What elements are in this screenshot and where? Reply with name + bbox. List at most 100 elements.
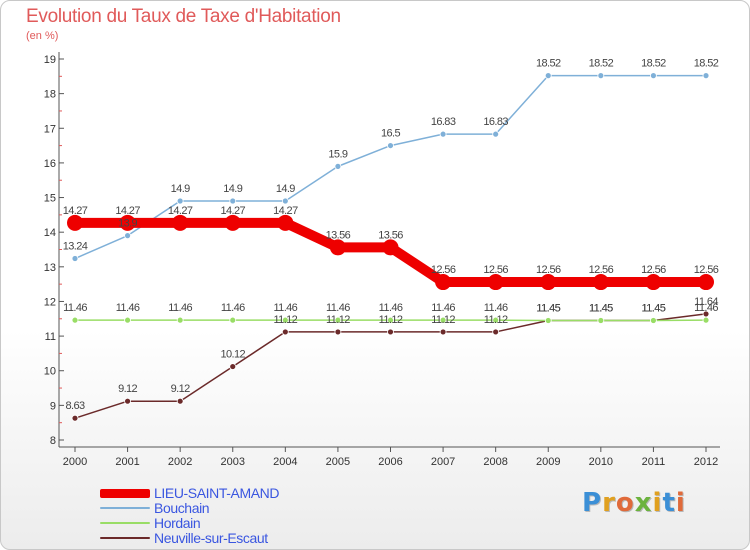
data-label: 14.27	[220, 205, 245, 217]
data-label: 16.83	[483, 116, 508, 128]
data-label: 12.56	[536, 264, 561, 276]
data-label: 9.12	[118, 383, 137, 395]
legend-item: Hordain	[100, 515, 420, 531]
data-label: 16.5	[381, 128, 400, 140]
y-tick-label: 12	[44, 296, 56, 308]
data-point	[172, 214, 189, 231]
x-tick-label: 2011	[642, 456, 666, 468]
data-point	[334, 328, 342, 336]
y-tick-label: 10	[44, 366, 56, 378]
x-tick-label: 2002	[168, 456, 192, 468]
data-label: 8.63	[65, 400, 84, 412]
data-label: 11.64	[694, 296, 718, 308]
data-point	[544, 72, 552, 80]
data-label: 11.12	[326, 314, 350, 326]
data-label: 11.46	[326, 302, 350, 314]
data-point	[387, 316, 394, 324]
data-point	[229, 363, 237, 370]
data-label: 12.56	[589, 264, 614, 276]
data-label: 11.46	[221, 302, 245, 314]
data-point	[544, 317, 552, 324]
legend-label: Bouchain	[154, 500, 210, 516]
data-label: 18.52	[641, 58, 666, 70]
data-label: 12.56	[483, 264, 508, 276]
chart-axes: 8 9 10 11 12 13 14 15 16 17 18 19 2000 2001 2002 2003 20…	[44, 52, 720, 468]
data-point	[176, 197, 184, 205]
data-label: 12.56	[431, 264, 456, 276]
data-label: 11.46	[63, 302, 87, 314]
data-label: 11.45	[536, 303, 560, 315]
data-label: 11.12	[431, 314, 455, 326]
data-point	[382, 239, 399, 256]
data-label: 11.46	[694, 302, 718, 314]
data-label: 14.27	[115, 205, 140, 217]
data-label: 14.27	[168, 205, 193, 217]
x-tick-label: 2010	[589, 456, 613, 468]
x-tick-label: 2006	[378, 456, 402, 468]
x-tick-label: 2003	[221, 456, 245, 468]
y-tick-label: 14	[44, 227, 56, 239]
legend-label: Neuville-sur-Escaut	[154, 530, 268, 546]
logo-letter: o	[615, 488, 635, 518]
x-tick-label: 2008	[483, 456, 507, 468]
data-point	[119, 214, 136, 231]
chart-series	[67, 72, 714, 422]
data-point	[329, 239, 346, 256]
chart-title: Evolution du Taux de Taxe d'Habitation	[26, 6, 341, 27]
chart-subtitle: (en %)	[26, 30, 59, 42]
data-point	[67, 214, 83, 231]
data-label: 18.52	[589, 58, 614, 70]
data-point	[487, 274, 504, 291]
data-point	[597, 317, 605, 324]
legend-label: LIEU-SAINT-AMAND	[154, 485, 280, 501]
data-point	[124, 397, 131, 405]
data-point	[124, 316, 131, 324]
data-label: 13.9	[118, 218, 137, 230]
legend-item: Neuville-sur-Escaut	[100, 530, 420, 546]
chart-legend: LIEU-SAINT-AMAND Bouchain Hordain Neuvil…	[100, 485, 420, 546]
data-point	[439, 130, 447, 138]
data-point	[592, 274, 609, 291]
logo-letter: i	[675, 488, 686, 518]
data-point	[650, 317, 657, 324]
data-label: 11.46	[431, 302, 455, 314]
data-label: 11.46	[484, 302, 508, 314]
data-point	[435, 274, 452, 291]
data-label: 13.56	[378, 229, 403, 241]
data-label: 11.46	[116, 302, 140, 314]
y-tick-label: 8	[50, 435, 56, 447]
legend-item: Bouchain	[100, 500, 420, 516]
logo-letter: x	[634, 488, 653, 518]
data-label: 9.12	[171, 383, 190, 395]
data-label: 12.56	[641, 264, 666, 276]
data-point	[597, 72, 605, 80]
data-point	[540, 274, 557, 291]
data-label: 14.9	[223, 183, 242, 195]
logo-letter: t	[662, 488, 676, 518]
x-tick-label: 2007	[431, 456, 455, 468]
data-label: 11.12	[379, 314, 403, 326]
data-label: 11.46	[379, 302, 403, 314]
y-tick-label: 16	[44, 158, 56, 170]
data-label: 18.52	[694, 58, 719, 70]
y-tick-label: 11	[45, 331, 56, 343]
data-point	[71, 414, 79, 422]
data-point	[702, 316, 710, 324]
legend-item: LIEU-SAINT-AMAND	[100, 485, 420, 501]
data-label: 12.56	[694, 264, 719, 276]
y-tick-label: 19	[44, 54, 56, 66]
data-point	[176, 316, 184, 324]
data-label: 13.56	[326, 229, 351, 241]
x-tick-label: 2012	[694, 456, 718, 468]
y-tick-label: 17	[44, 123, 56, 135]
logo-letter: i	[652, 488, 663, 518]
data-point	[176, 397, 184, 405]
data-point	[645, 274, 662, 291]
data-label: 11.45	[589, 303, 613, 315]
data-point	[492, 316, 500, 324]
data-label: 11.45	[589, 303, 613, 315]
data-point	[439, 328, 447, 336]
y-tick-label: 9	[50, 400, 56, 412]
